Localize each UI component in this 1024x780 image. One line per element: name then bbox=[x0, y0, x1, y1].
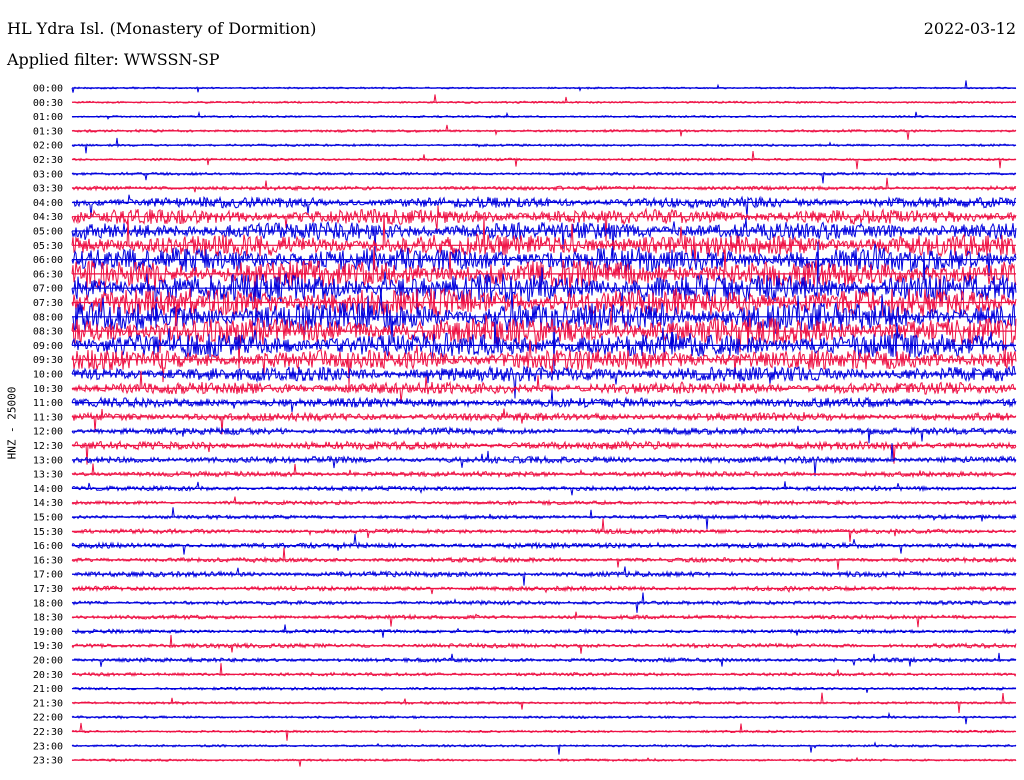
trace-row bbox=[71, 547, 1017, 570]
row-time-label: 08:30 bbox=[33, 327, 63, 338]
trace-row bbox=[71, 80, 1017, 93]
row-time-label: 19:30 bbox=[33, 641, 63, 652]
row-time-label: 05:30 bbox=[33, 241, 63, 252]
trace-row bbox=[71, 339, 1017, 386]
trace-row bbox=[71, 194, 1017, 219]
trace-row bbox=[71, 611, 1017, 628]
row-time-label: 05:00 bbox=[33, 227, 63, 238]
trace-row bbox=[71, 711, 1017, 725]
row-time-label: 11:00 bbox=[33, 398, 63, 409]
date-label: 2022-03-12 bbox=[923, 19, 1016, 38]
row-time-label: 11:30 bbox=[33, 412, 63, 423]
trace-row bbox=[71, 756, 1017, 767]
filter-label: Applied filter: WWSSN-SP bbox=[7, 50, 220, 69]
trace-row bbox=[71, 151, 1017, 170]
row-time-label: 01:00 bbox=[33, 112, 63, 123]
row-time-label: 12:30 bbox=[33, 441, 63, 452]
trace-row bbox=[71, 652, 1017, 667]
row-time-label: 04:00 bbox=[33, 198, 63, 209]
trace-row bbox=[71, 425, 1017, 444]
trace-row bbox=[71, 463, 1017, 479]
row-time-label: 10:00 bbox=[33, 370, 63, 381]
row-time-label: 17:30 bbox=[33, 584, 63, 595]
station-title: HL Ydra Isl. (Monastery of Dormition) bbox=[7, 19, 317, 38]
row-time-label: 07:30 bbox=[33, 298, 63, 309]
trace-row bbox=[71, 124, 1017, 140]
row-time-label: 18:00 bbox=[33, 598, 63, 609]
row-time-label: 18:30 bbox=[33, 613, 63, 624]
trace-row bbox=[71, 634, 1017, 654]
trace-row bbox=[71, 177, 1017, 193]
seismic-traces bbox=[71, 80, 1017, 767]
trace-row bbox=[71, 566, 1017, 586]
row-time-label: 23:00 bbox=[33, 741, 63, 752]
row-time-label: 09:30 bbox=[33, 355, 63, 366]
row-time-label: 09:00 bbox=[33, 341, 63, 352]
row-time-label: 16:30 bbox=[33, 555, 63, 566]
row-time-label: 23:30 bbox=[33, 756, 63, 767]
row-time-label: 06:30 bbox=[33, 269, 63, 280]
row-time-label: 04:30 bbox=[33, 212, 63, 223]
row-time-label: 03:30 bbox=[33, 184, 63, 195]
row-time-label: 16:00 bbox=[33, 541, 63, 552]
row-time-label: 02:00 bbox=[33, 141, 63, 152]
row-time-label: 14:30 bbox=[33, 498, 63, 509]
row-time-label: 21:30 bbox=[33, 698, 63, 709]
trace-row bbox=[71, 365, 1017, 399]
trace-row bbox=[71, 370, 1017, 403]
row-time-label: 02:30 bbox=[33, 155, 63, 166]
trace-row bbox=[71, 389, 1017, 413]
trace-row bbox=[71, 507, 1017, 530]
row-time-label: 01:30 bbox=[33, 126, 63, 137]
row-time-label: 06:00 bbox=[33, 255, 63, 266]
trace-row bbox=[71, 518, 1017, 542]
trace-row bbox=[71, 584, 1017, 595]
row-time-label: 03:00 bbox=[33, 169, 63, 180]
row-time-label: 13:30 bbox=[33, 470, 63, 481]
trace-row bbox=[71, 741, 1017, 755]
row-time-label: 17:00 bbox=[33, 570, 63, 581]
row-time-label: 00:00 bbox=[33, 84, 63, 95]
trace-row bbox=[72, 287, 1017, 370]
row-time-label: 00:30 bbox=[33, 98, 63, 109]
row-time-label: 15:00 bbox=[33, 513, 63, 524]
trace-row bbox=[71, 218, 1017, 258]
row-time-label: 20:30 bbox=[33, 670, 63, 681]
row-time-label: 14:00 bbox=[33, 484, 63, 495]
row-time-label: 10:30 bbox=[33, 384, 63, 395]
row-time-label: 20:00 bbox=[33, 656, 63, 667]
row-time-label: 19:00 bbox=[33, 627, 63, 638]
row-time-label: 13:00 bbox=[33, 455, 63, 466]
row-time-label: 07:00 bbox=[33, 284, 63, 295]
row-time-label: 22:00 bbox=[33, 713, 63, 724]
trace-row bbox=[71, 110, 1016, 120]
trace-row bbox=[71, 533, 1017, 555]
row-time-label: 22:30 bbox=[33, 727, 63, 738]
row-tick-labels: 00:00 00:30 01:00 01:30 02:00 02:30 03:00 03:30… bbox=[33, 84, 63, 767]
row-time-label: 21:00 bbox=[33, 684, 63, 695]
row-time-label: 15:30 bbox=[33, 527, 63, 538]
row-time-label: 08:00 bbox=[33, 312, 63, 323]
trace-row bbox=[71, 246, 1017, 309]
trace-row bbox=[71, 212, 1017, 265]
row-time-label: 12:00 bbox=[33, 427, 63, 438]
trace-row bbox=[71, 496, 1017, 507]
